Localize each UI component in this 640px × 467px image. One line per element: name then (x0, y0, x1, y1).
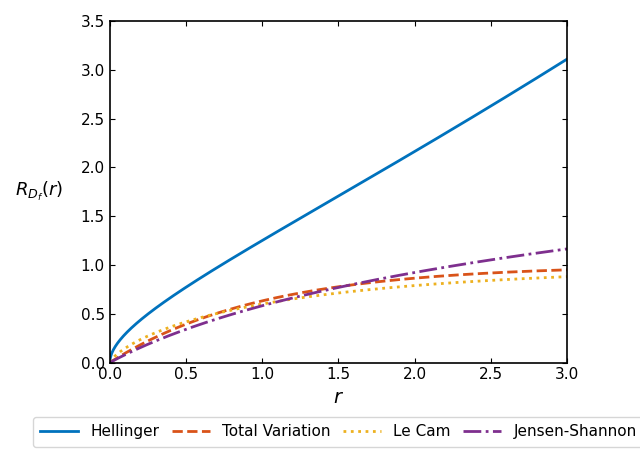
Line: Jensen-Shannon: Jensen-Shannon (110, 249, 567, 362)
Jensen-Shannon (463, 261, 470, 267)
Total Variation (463, 272, 470, 277)
Line: Total Variation: Total Variation (110, 270, 567, 362)
Total Variation (106, 360, 114, 365)
Hellinger (106, 359, 114, 365)
Hellinger (420, 143, 428, 149)
Total Variation (291, 291, 299, 297)
Le Cam (291, 296, 299, 302)
Line: Le Cam: Le Cam (110, 276, 567, 362)
Total Variation (307, 288, 315, 294)
Jensen-Shannon (471, 260, 479, 265)
Line: Hellinger: Hellinger (110, 59, 567, 362)
Total Variation (420, 275, 428, 280)
Jensen-Shannon (153, 338, 161, 343)
Le Cam (471, 278, 479, 284)
Le Cam (307, 294, 315, 299)
Jensen-Shannon (420, 268, 428, 274)
Le Cam (563, 274, 571, 279)
Legend: Hellinger, Total Variation, Le Cam, Jensen-Shannon: Hellinger, Total Variation, Le Cam, Jens… (33, 417, 640, 447)
Le Cam (153, 330, 161, 335)
Jensen-Shannon (307, 291, 315, 297)
Hellinger (153, 305, 161, 311)
X-axis label: $r$: $r$ (333, 388, 344, 407)
Hellinger (291, 219, 299, 224)
Total Variation (471, 271, 479, 276)
Le Cam (420, 282, 428, 288)
Jensen-Shannon (106, 360, 114, 365)
Total Variation (563, 267, 571, 273)
Hellinger (307, 209, 315, 215)
Total Variation (153, 334, 161, 340)
Hellinger (471, 113, 479, 119)
Le Cam (463, 279, 470, 285)
Y-axis label: $R_{D_f}(r)$: $R_{D_f}(r)$ (15, 180, 63, 203)
Jensen-Shannon (563, 246, 571, 252)
Le Cam (106, 360, 114, 365)
Hellinger (563, 57, 571, 62)
Hellinger (463, 118, 470, 124)
Jensen-Shannon (291, 295, 299, 300)
